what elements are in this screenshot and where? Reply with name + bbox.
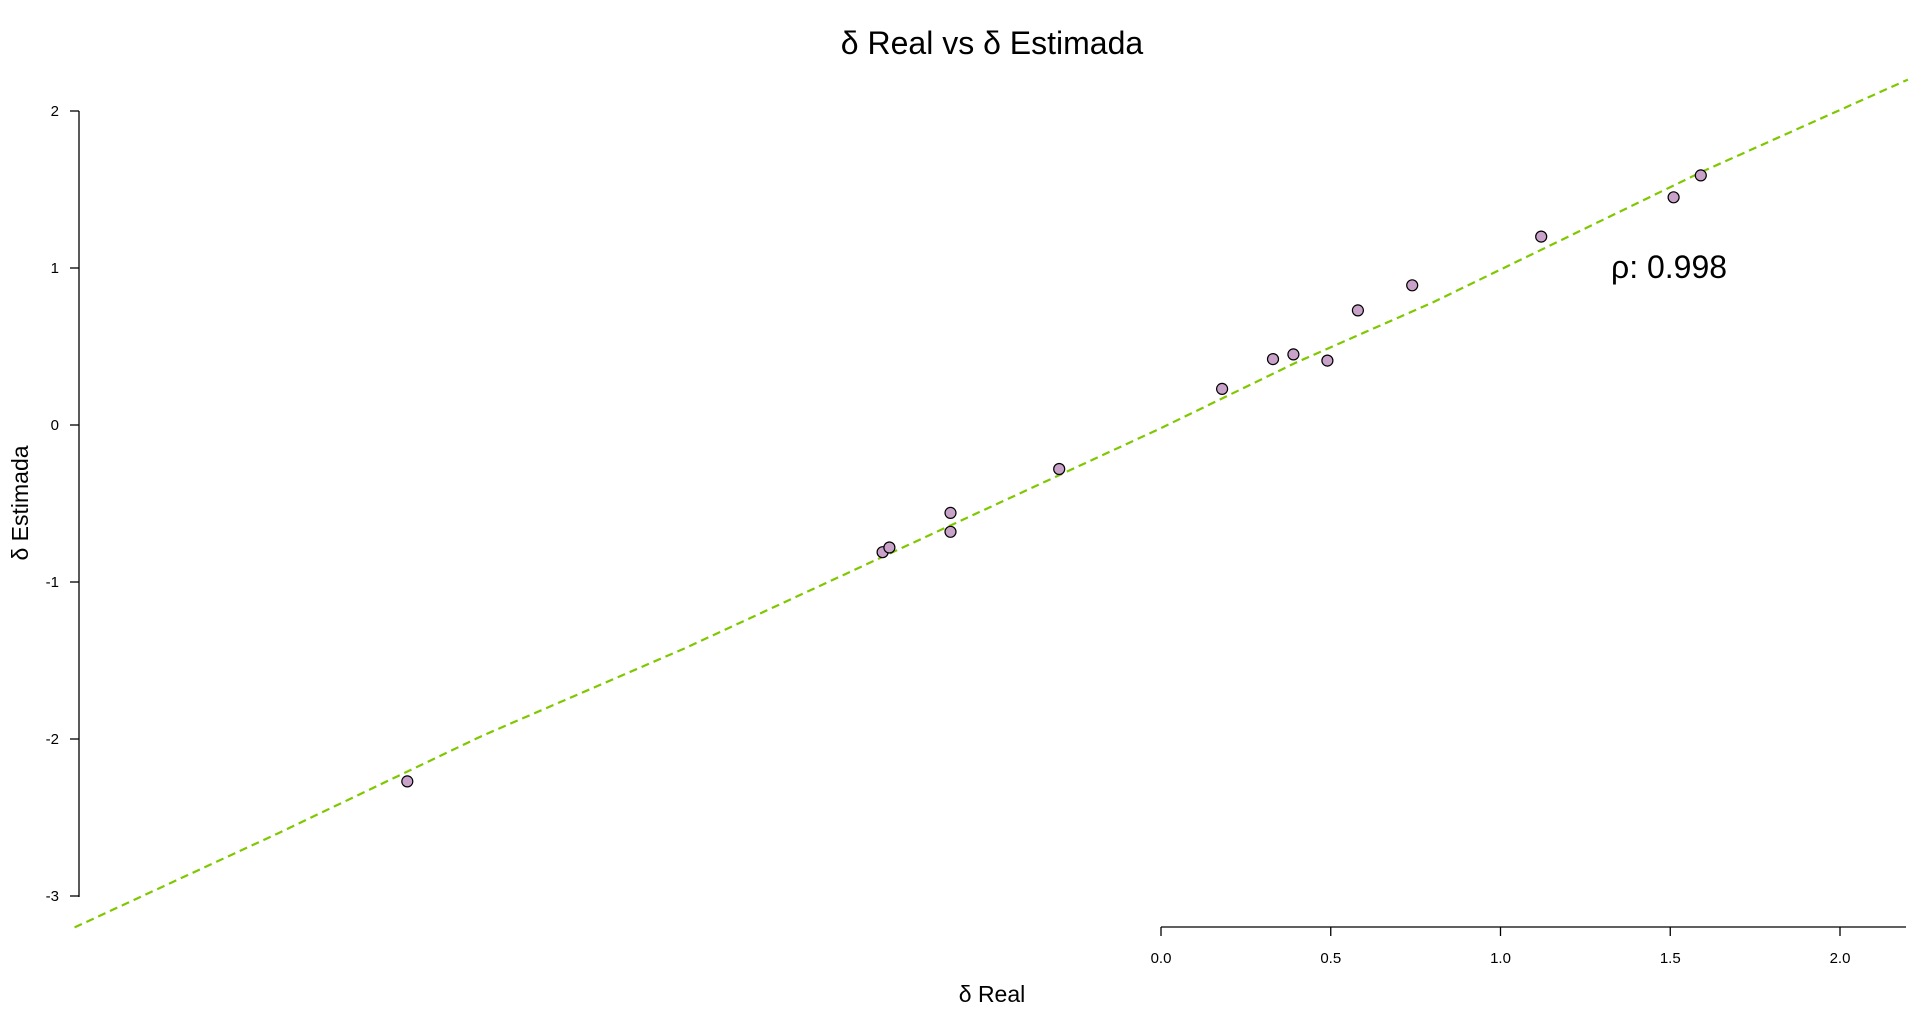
x-axis-label: δ Real — [959, 981, 1026, 1007]
x-axis-ticks: 0.0 0.5 1.0 1.5 2.0 — [1151, 927, 1851, 967]
data-point — [1535, 230, 1548, 243]
data-point — [1694, 169, 1707, 182]
x-tick-label: 2.0 — [1830, 950, 1851, 967]
y-tick-label: -1 — [46, 574, 59, 591]
data-point — [1266, 353, 1280, 366]
chart-title: δ Real vs δ Estimada — [841, 25, 1144, 61]
y-tick-label: -3 — [46, 888, 59, 905]
data-point — [944, 506, 957, 520]
y-axis-ticks: -3 -2 -1 0 1 2 — [46, 103, 79, 905]
correlation-annotation: ρ: 0.998 — [1611, 249, 1727, 285]
data-point — [1406, 279, 1419, 292]
y-tick-label: -2 — [46, 731, 59, 748]
data-point — [1287, 348, 1300, 361]
x-tick-label: 1.5 — [1660, 950, 1681, 967]
data-point — [1321, 354, 1334, 367]
x-tick-label: 1.0 — [1490, 950, 1511, 967]
data-point — [944, 525, 957, 538]
data-point — [1667, 191, 1680, 204]
data-point — [1351, 304, 1365, 317]
x-tick-label: 0.5 — [1320, 950, 1341, 967]
y-axis-label: δ Estimada — [7, 445, 33, 560]
data-point — [883, 541, 896, 554]
data-point — [1053, 462, 1066, 476]
fit-line — [74, 78, 1909, 929]
y-tick-label: 0 — [51, 417, 59, 434]
y-tick-label: 1 — [51, 260, 59, 277]
data-points — [401, 169, 1707, 788]
x-tick-label: 0.0 — [1151, 950, 1172, 967]
data-point — [401, 775, 414, 788]
data-point — [1215, 382, 1229, 395]
y-tick-label: 2 — [51, 103, 59, 120]
